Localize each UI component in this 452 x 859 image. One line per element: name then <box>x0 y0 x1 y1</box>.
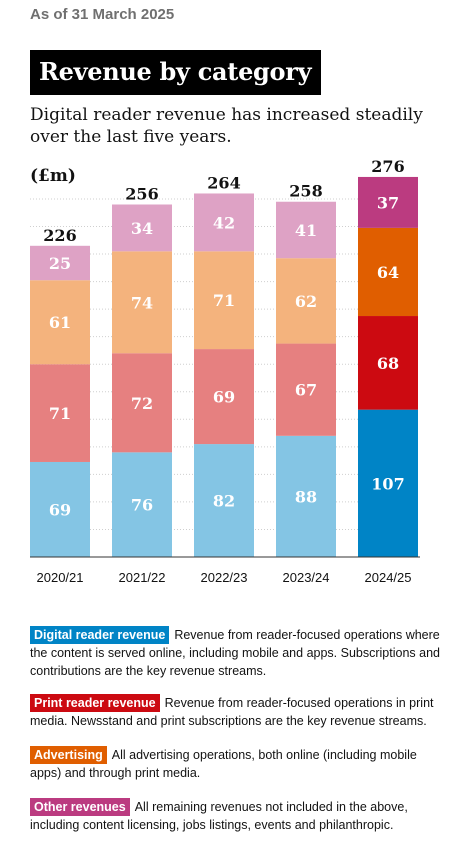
legend-digital: Digital reader revenue Revenue from reade… <box>30 626 440 680</box>
x-tick-label: 2024/25 <box>365 570 412 585</box>
x-tick-label: 2021/22 <box>119 570 166 585</box>
data-label: 69 <box>49 500 71 519</box>
bar-segment <box>112 353 172 453</box>
bar-segment <box>194 193 254 252</box>
chart-subtitle: Digital reader revenue has increased ste… <box>30 105 423 147</box>
legend-print: Print reader revenue Revenue from reader-… <box>30 694 440 730</box>
data-label: 61 <box>49 313 71 332</box>
total-label: 226 <box>43 226 76 245</box>
legend-tag-digital: Digital reader revenue <box>30 626 170 644</box>
data-label: 34 <box>131 219 153 238</box>
total-label: 256 <box>125 184 158 203</box>
chart-title: Revenue by category <box>30 50 322 95</box>
total-label: 258 <box>289 182 322 201</box>
bar-segment <box>358 227 418 317</box>
data-label: 62 <box>295 292 317 311</box>
bar-segment <box>30 461 90 557</box>
legend-tag-advertising: Advertising <box>30 746 107 764</box>
bar-segment <box>276 201 336 259</box>
bar-segment <box>276 258 336 344</box>
legend-text-advertising: All advertising operations, both online … <box>30 748 417 780</box>
data-label: 71 <box>49 404 71 423</box>
bar-segment <box>112 204 172 252</box>
data-label: 107 <box>371 474 404 493</box>
total-label: 264 <box>207 173 240 192</box>
bar-segment <box>358 176 418 228</box>
bar-segment <box>112 251 172 354</box>
x-tick-label: 2020/21 <box>37 570 84 585</box>
data-label: 82 <box>213 492 235 511</box>
bar-segment <box>30 245 90 281</box>
stacked-bar-chart: 69 71 61 25 226 2020/21 76 72 74 34 256 2021/22 82 69… <box>30 157 420 585</box>
data-label: 69 <box>213 388 235 407</box>
data-label: 88 <box>295 487 317 506</box>
bar-segment <box>194 444 254 557</box>
bar-segment <box>30 364 90 462</box>
as-of-date: As of 31 March 2025 <box>30 6 175 23</box>
data-label: 74 <box>131 293 153 312</box>
data-label: 76 <box>131 496 153 515</box>
total-label: 276 <box>371 157 404 176</box>
x-tick-label: 2023/24 <box>283 570 330 585</box>
data-label: 25 <box>49 254 71 273</box>
data-label: 37 <box>377 193 399 212</box>
legend-advertising: Advertising All advertising operations, b… <box>30 746 440 782</box>
legend-other: Other revenues All remaining revenues not… <box>30 798 440 834</box>
legend-tag-other: Other revenues <box>30 798 130 816</box>
legend-text-other: All remaining revenues not included in t… <box>30 800 408 832</box>
bar-segment <box>358 316 418 410</box>
legend-text-print: Revenue from reader-focused operations i… <box>30 696 434 728</box>
legend-text-digital: Revenue from reader-focused operations w… <box>30 628 440 678</box>
bar-segment <box>194 251 254 350</box>
bar-segment <box>112 452 172 557</box>
legend-tag-print: Print reader revenue <box>30 694 160 712</box>
data-label: 67 <box>295 381 317 400</box>
data-label: 72 <box>131 394 153 413</box>
data-label: 68 <box>377 354 399 373</box>
data-label: 64 <box>377 263 399 282</box>
bar-segment <box>276 343 336 436</box>
bar-segment <box>194 349 254 445</box>
bar-segment <box>358 409 418 557</box>
data-label: 42 <box>213 213 235 232</box>
data-label: 71 <box>213 291 235 310</box>
bar-segment <box>276 435 336 557</box>
data-label: 41 <box>295 221 317 240</box>
x-tick-label: 2022/23 <box>201 570 248 585</box>
unit-label: (£m) <box>30 166 76 186</box>
bar-segment <box>30 280 90 365</box>
